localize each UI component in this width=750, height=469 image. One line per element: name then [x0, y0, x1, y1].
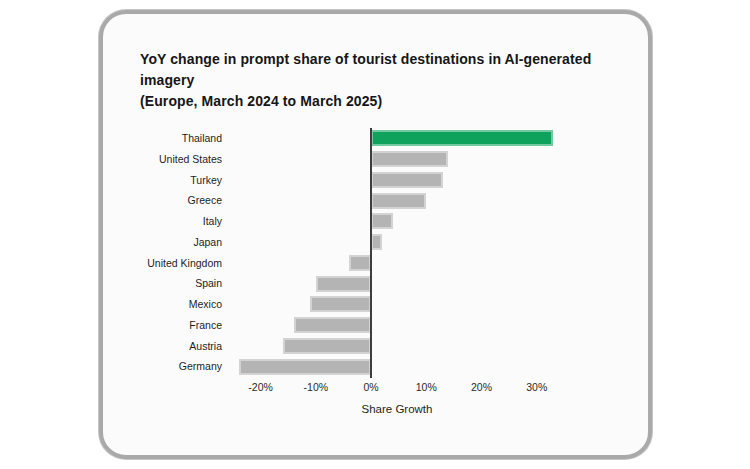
bar [371, 193, 426, 209]
x-axis-label: Share Growth [337, 403, 457, 415]
category-label: Italy [72, 211, 222, 232]
category-label: Austria [72, 336, 222, 357]
bar [316, 276, 371, 292]
bar [371, 213, 393, 229]
category-label: Thailand [72, 128, 222, 149]
x-tick-label: -20% [231, 381, 291, 393]
category-label: Mexico [72, 294, 222, 315]
bar [371, 234, 382, 250]
chart-title-line1: YoY change in prompt share of tourist de… [140, 49, 620, 91]
bar [371, 130, 553, 146]
category-label: France [72, 315, 222, 336]
bar [349, 255, 371, 271]
category-label: Germany [72, 356, 222, 377]
bar [239, 359, 372, 375]
chart-card: YoY change in prompt share of tourist de… [99, 10, 652, 459]
bar [310, 296, 371, 312]
screenshot-stage: YoY change in prompt share of tourist de… [0, 0, 750, 469]
x-tick-label: -10% [286, 381, 346, 393]
category-label: Spain [72, 273, 222, 294]
category-label: Japan [72, 232, 222, 253]
bar-chart-plot: ThailandUnited StatesTurkeyGreeceItalyJa… [233, 128, 592, 377]
bar [371, 172, 443, 188]
chart-title: YoY change in prompt share of tourist de… [140, 49, 620, 112]
category-label: United Kingdom [72, 253, 222, 274]
x-tick-label: 0% [341, 381, 401, 393]
bar [294, 317, 371, 333]
category-label: Greece [72, 190, 222, 211]
chart-title-line2: (Europe, March 2024 to March 2025) [140, 91, 620, 112]
category-label: United States [72, 149, 222, 170]
bar [283, 338, 371, 354]
x-tick-label: 30% [507, 381, 567, 393]
zero-axis-line [370, 128, 372, 378]
category-label: Turkey [72, 170, 222, 191]
x-tick-label: 20% [452, 381, 512, 393]
bar [371, 151, 448, 167]
x-tick-label: 10% [396, 381, 456, 393]
